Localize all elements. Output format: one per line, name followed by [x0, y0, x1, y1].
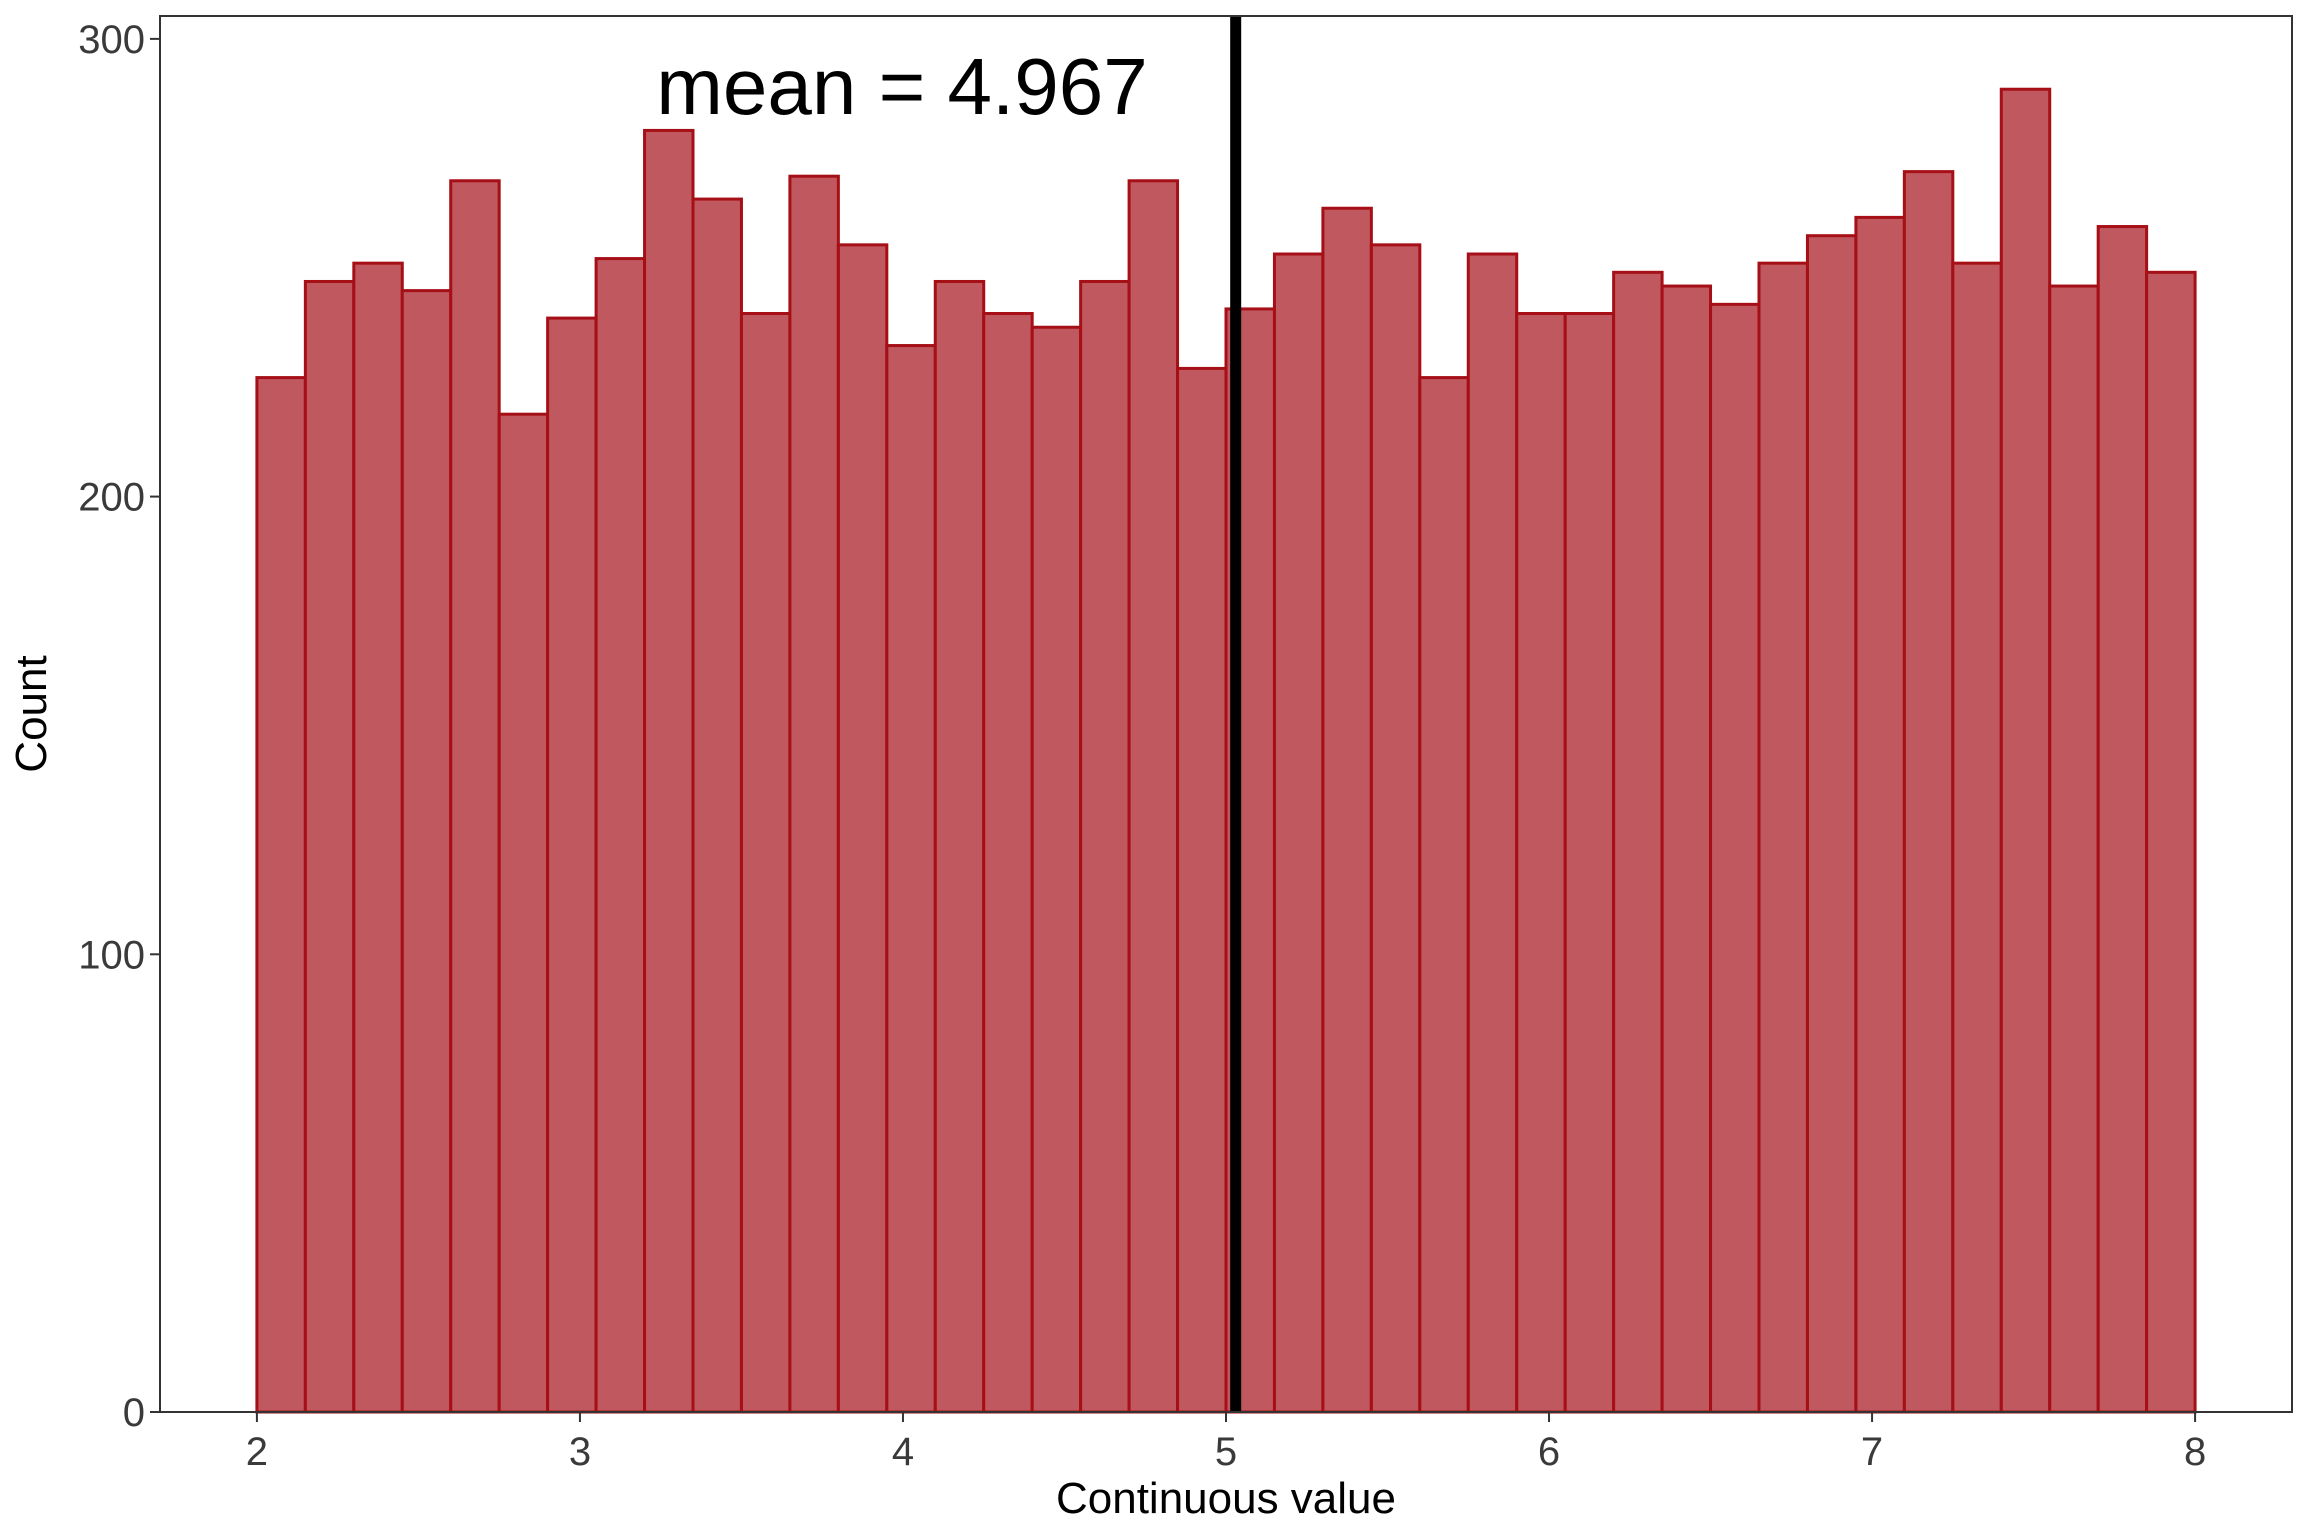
- y-tick-label: 0: [123, 1391, 145, 1435]
- histogram-bar: [1030, 325, 1083, 1414]
- histogram-bar: [885, 344, 937, 1414]
- y-tick-label: 300: [78, 18, 145, 62]
- histogram-bar: [1272, 252, 1325, 1414]
- histogram-bar: [1079, 279, 1131, 1414]
- mean-annotation: mean = 4.967: [656, 42, 1147, 131]
- histogram-bar: [933, 279, 986, 1414]
- histogram-bar: [594, 257, 647, 1414]
- y-tick-label: 200: [78, 476, 145, 520]
- y-tick-label: 100: [78, 933, 145, 977]
- x-axis-title: Continuous value: [1056, 1474, 1396, 1523]
- histogram-bar: [1369, 243, 1422, 1414]
- bars-layer: [255, 87, 2197, 1414]
- histogram-bar: [1466, 252, 1519, 1414]
- histogram-bar: [1999, 87, 2052, 1414]
- x-tick-label: 5: [1215, 1430, 1237, 1474]
- histogram-bar: [691, 197, 743, 1414]
- histogram-bar: [1176, 366, 1228, 1414]
- x-tick-label: 3: [569, 1430, 591, 1474]
- histogram-bar: [2096, 225, 2149, 1414]
- histogram-bar: [1805, 234, 1858, 1414]
- histogram-bar: [739, 312, 792, 1414]
- histogram-bar: [836, 243, 889, 1414]
- histogram-bar: [1127, 179, 1180, 1414]
- x-axis: 2 3 4 5 6 7 8: [246, 1412, 2206, 1474]
- histogram-bar: [2048, 284, 2100, 1414]
- histogram-bar: [303, 279, 356, 1414]
- histogram-bar: [400, 289, 453, 1414]
- histogram-bar: [255, 376, 307, 1414]
- histogram-bar: [788, 174, 840, 1414]
- histogram-bar: [497, 412, 550, 1414]
- histogram-bar: [1418, 376, 1470, 1414]
- histogram-bar: [1563, 312, 1616, 1414]
- y-axis: 0 100 200 300: [78, 18, 160, 1435]
- x-tick-label: 7: [1861, 1430, 1883, 1474]
- histogram-bar: [1321, 206, 1373, 1414]
- histogram-bar: [982, 312, 1034, 1414]
- histogram-bar: [1515, 312, 1567, 1414]
- histogram-bar: [643, 128, 695, 1414]
- histogram-bar: [2145, 270, 2197, 1414]
- x-tick-label: 2: [246, 1430, 268, 1474]
- x-tick-label: 4: [892, 1430, 914, 1474]
- histogram-bar: [1612, 270, 1664, 1414]
- y-axis-title: Count: [7, 655, 56, 772]
- histogram-bar: [1902, 170, 1955, 1414]
- histogram-bar: [1757, 261, 1809, 1414]
- histogram-bar: [1709, 302, 1761, 1414]
- histogram-bar: [1951, 261, 2003, 1414]
- histogram-bar: [449, 179, 501, 1414]
- histogram-bar: [546, 316, 598, 1414]
- x-tick-label: 8: [2184, 1430, 2206, 1474]
- histogram-bar: [352, 261, 404, 1414]
- x-tick-label: 6: [1538, 1430, 1560, 1474]
- histogram-bar: [1854, 215, 1906, 1414]
- histogram-bar: [1660, 284, 1713, 1414]
